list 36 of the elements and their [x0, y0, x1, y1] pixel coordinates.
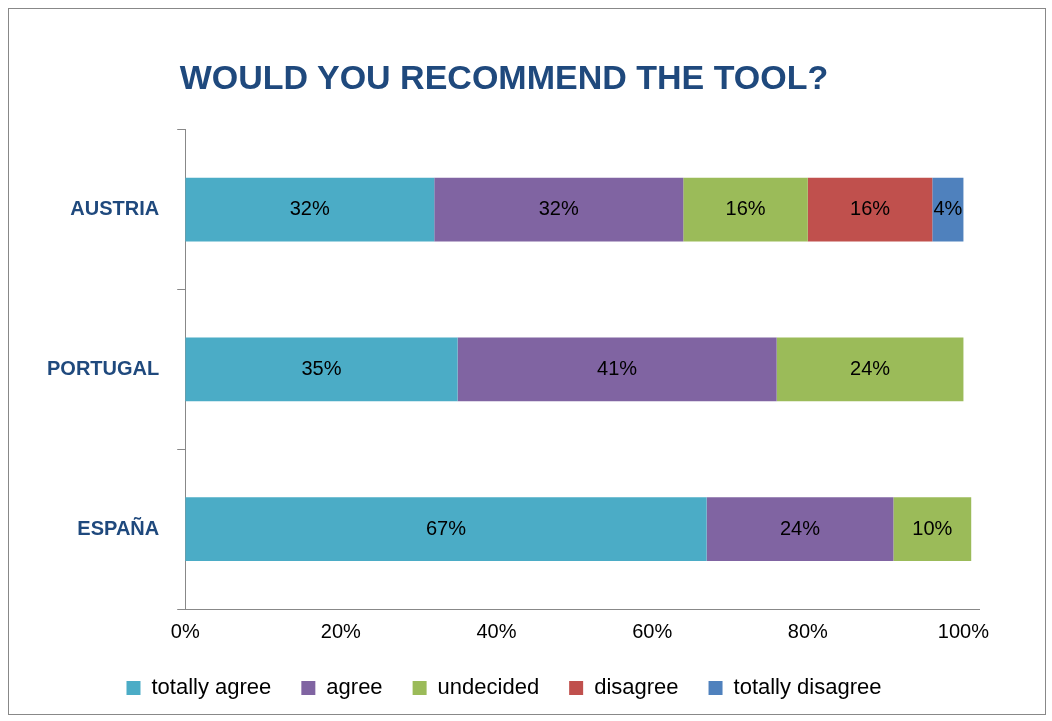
data-label: 24% [779, 516, 821, 539]
data-label: 32% [538, 197, 579, 220]
legend-label: totally disagree [733, 674, 882, 700]
bar [893, 497, 972, 562]
legend-label: disagree [594, 674, 679, 700]
data-label: 24% [850, 356, 891, 379]
x-tick-label: 0% [170, 619, 200, 642]
data-label: 32% [289, 197, 330, 220]
legend-label: undecided [437, 674, 540, 700]
data-label: 16% [725, 197, 766, 220]
legend-label: agree [326, 674, 383, 700]
legend-label: totally agree [151, 674, 272, 700]
data-label: 10% [912, 516, 953, 539]
data-label: 41% [597, 356, 638, 379]
bar [185, 337, 458, 402]
data-label: 67% [425, 516, 467, 539]
bar [185, 177, 435, 242]
x-tick-label: 100% [937, 619, 990, 642]
bar [683, 177, 808, 242]
bar [185, 497, 707, 562]
y-tick-label: PORTUGAL [47, 356, 160, 379]
chart-title: WOULD YOU RECOMMEND THE TOOL? [179, 57, 829, 96]
bar [776, 337, 964, 402]
bar [807, 177, 933, 242]
bar [706, 497, 894, 562]
y-tick-label: AUSTRIA [70, 197, 160, 220]
data-label: 35% [301, 356, 342, 379]
x-tick-label: 20% [320, 619, 362, 642]
bar [457, 337, 777, 402]
bar [434, 177, 684, 242]
data-label: 16% [850, 197, 891, 220]
x-tick-label: 60% [632, 619, 673, 642]
data-label: 4% [933, 197, 963, 220]
x-tick-label: 40% [476, 619, 517, 642]
x-tick-label: 80% [787, 619, 829, 642]
y-tick-label: ESPAÑA [77, 516, 160, 539]
